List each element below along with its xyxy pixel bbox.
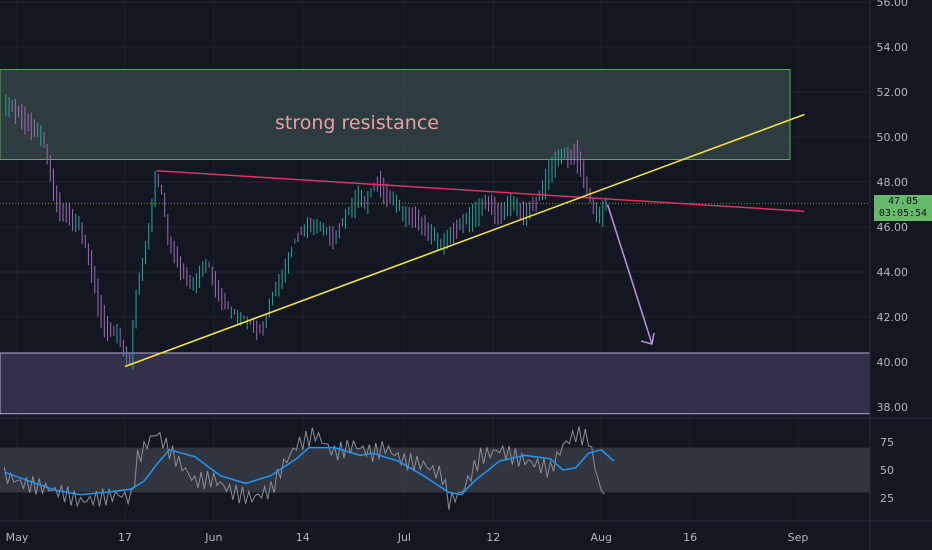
price-tick-label: 50.00	[877, 131, 909, 144]
resistance-zone	[0, 69, 791, 160]
price-tick-label: 54.00	[877, 41, 909, 54]
rsi-tick-label: 50	[880, 464, 894, 477]
time-tick-label: 14	[296, 531, 310, 544]
price-plot	[0, 94, 870, 370]
price-tick-label: 42.00	[877, 311, 909, 324]
time-tick-label: Aug	[590, 531, 611, 544]
price-tick-label: 48.00	[877, 176, 909, 189]
time-tick-label: May	[6, 531, 29, 544]
rsi-band	[0, 447, 870, 493]
descending-resistance-line	[156, 170, 805, 212]
time-tick-label: 12	[486, 531, 500, 544]
zones	[0, 69, 871, 415]
resistance-label: strong resistance	[275, 112, 439, 134]
ascending-support-line	[124, 113, 805, 368]
support-zone	[0, 352, 871, 415]
rsi-tick-label: 25	[880, 492, 894, 505]
time-tick-label: Jul	[397, 531, 411, 544]
arrow-head	[640, 332, 655, 346]
price-tick-label: 56.00	[877, 0, 909, 9]
price-tick-label: 46.00	[877, 221, 909, 234]
price-tick-label: 44.00	[877, 266, 909, 279]
time-tick-label: 16	[683, 531, 697, 544]
time-tick-label: Sep	[788, 531, 809, 544]
price-tick-label: 40.00	[877, 356, 909, 369]
price-tick-label: 38.00	[877, 401, 909, 414]
current-price-label: 47.05 03:05:54	[874, 195, 932, 221]
rsi-tick-label: 75	[880, 436, 894, 449]
price-tick-label: 52.00	[877, 86, 909, 99]
rsi-ma-line	[4, 446, 615, 496]
rsi-panel	[0, 426, 870, 510]
projection-arrow	[606, 204, 653, 345]
time-tick-label: Jun	[204, 531, 222, 544]
current-price: 47.05	[887, 196, 919, 207]
time-tick-label: 17	[118, 531, 132, 544]
trendlines[interactable]	[124, 113, 805, 368]
bar-countdown: 03:05:54	[878, 208, 928, 219]
rsi-raw-line	[3, 426, 605, 510]
